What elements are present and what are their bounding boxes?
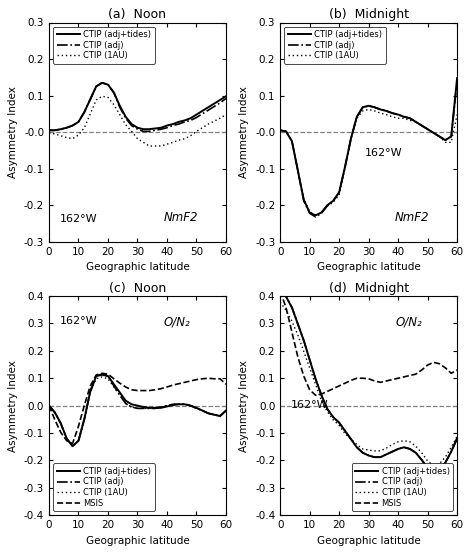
Y-axis label: Asymmetry Index: Asymmetry Index <box>8 360 18 452</box>
Text: 162°W: 162°W <box>59 316 97 326</box>
Text: NmF2: NmF2 <box>164 211 199 224</box>
Legend: CTIP (adj+tides), CTIP (adj), CTIP (1AU), MSIS: CTIP (adj+tides), CTIP (adj), CTIP (1AU)… <box>352 463 453 511</box>
Text: 162°W: 162°W <box>59 214 97 224</box>
Title: (a)  Noon: (a) Noon <box>109 8 167 22</box>
Title: (d)  Midnight: (d) Midnight <box>329 282 409 295</box>
X-axis label: Geographic latitude: Geographic latitude <box>85 262 189 272</box>
Text: O/N₂: O/N₂ <box>395 316 422 329</box>
Text: NmF2: NmF2 <box>395 211 430 224</box>
Y-axis label: Asymmetry Index: Asymmetry Index <box>239 360 250 452</box>
Text: 162°W: 162°W <box>291 400 329 410</box>
Y-axis label: Asymmetry Index: Asymmetry Index <box>8 86 18 178</box>
X-axis label: Geographic latitude: Geographic latitude <box>85 536 189 546</box>
X-axis label: Geographic latitude: Geographic latitude <box>317 536 421 546</box>
Y-axis label: Asymmetry Index: Asymmetry Index <box>239 86 250 178</box>
Text: O/N₂: O/N₂ <box>164 316 191 329</box>
Legend: CTIP (adj+tides), CTIP (adj), CTIP (1AU), MSIS: CTIP (adj+tides), CTIP (adj), CTIP (1AU)… <box>53 463 154 511</box>
Legend: CTIP (adj+tides), CTIP (adj), CTIP (1AU): CTIP (adj+tides), CTIP (adj), CTIP (1AU) <box>53 27 154 64</box>
Text: 162°W: 162°W <box>365 148 403 158</box>
Title: (b)  Midnight: (b) Midnight <box>329 8 409 22</box>
X-axis label: Geographic latitude: Geographic latitude <box>317 262 421 272</box>
Legend: CTIP (adj+tides), CTIP (adj), CTIP (1AU): CTIP (adj+tides), CTIP (adj), CTIP (1AU) <box>284 27 386 64</box>
Title: (c)  Noon: (c) Noon <box>109 282 166 295</box>
